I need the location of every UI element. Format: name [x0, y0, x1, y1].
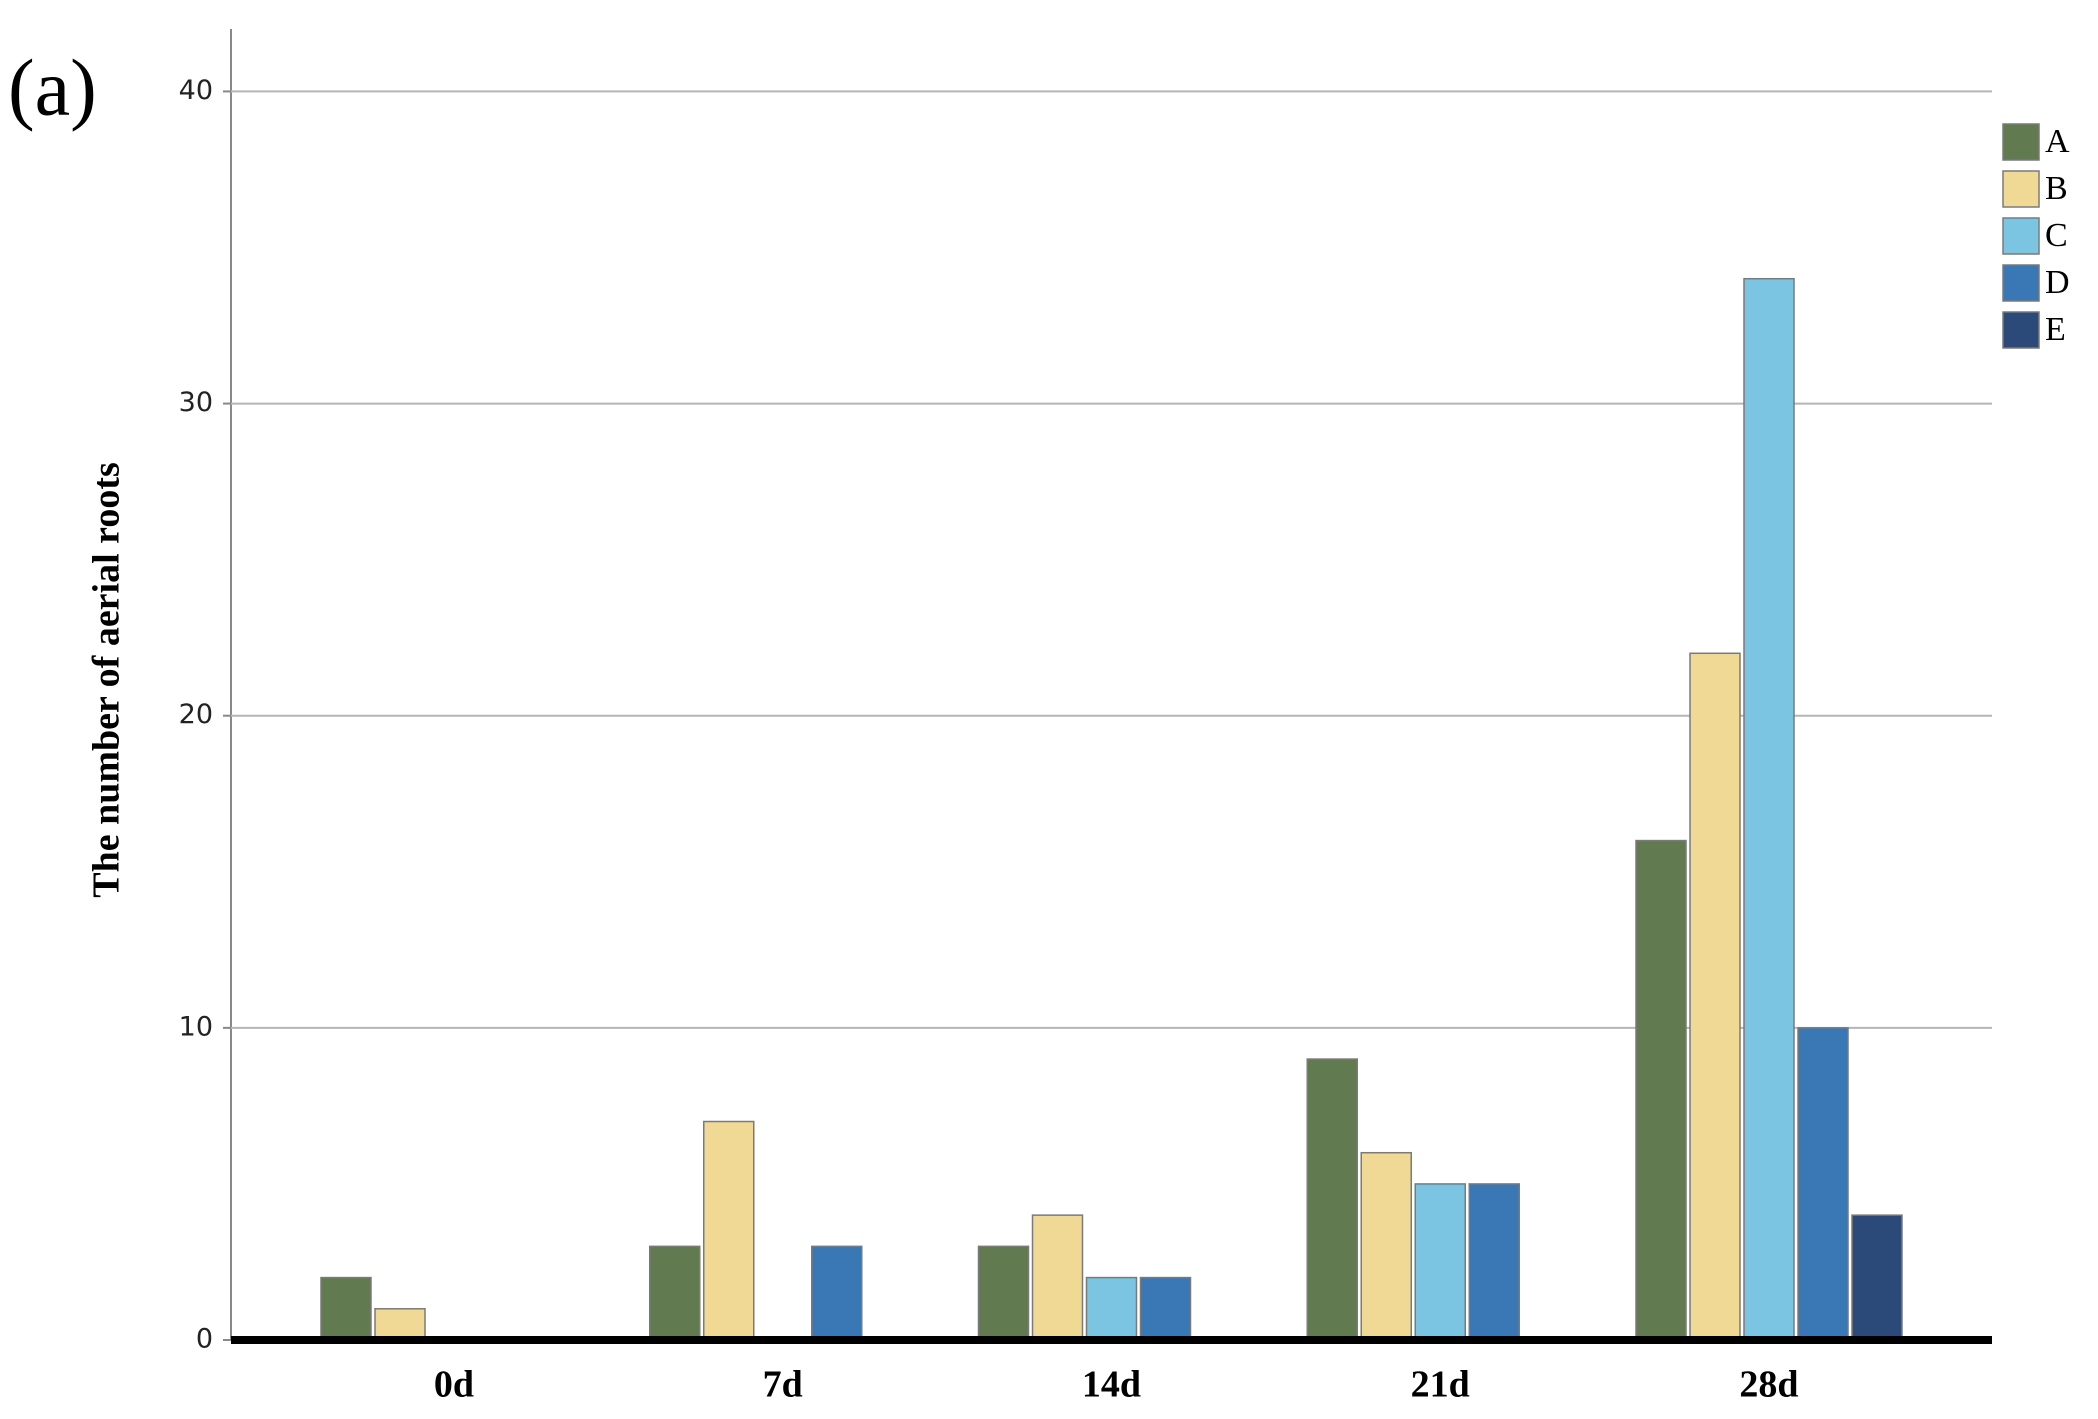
legend-swatch [2002, 217, 2040, 255]
bar [1360, 1151, 1412, 1341]
y-tick-label: 20 [179, 699, 213, 730]
y-tick-label: 30 [179, 387, 213, 418]
bar [977, 1245, 1030, 1341]
bar [1414, 1183, 1466, 1341]
x-tick-label: 14d [1082, 1364, 1141, 1406]
y-tick-label: 10 [179, 1011, 213, 1042]
x-tick-label: 21d [1411, 1364, 1470, 1406]
y-tick-label: 40 [179, 75, 213, 106]
legend-label: D [2045, 264, 2070, 301]
x-tick-label: 7d [763, 1364, 803, 1406]
x-tick-label: 28d [1739, 1364, 1798, 1406]
x-tick-label: 0d [434, 1364, 474, 1406]
legend-label: E [2045, 311, 2066, 348]
bar [811, 1245, 863, 1341]
bar [1085, 1276, 1138, 1341]
panel-label: (a) [8, 44, 97, 132]
legend-swatch [2002, 170, 2040, 208]
bar [1689, 652, 1741, 1341]
y-axis-label: The number of aerial roots [86, 462, 128, 898]
bar [703, 1120, 755, 1341]
bar [1743, 277, 1795, 1341]
bar [1306, 1058, 1358, 1341]
bar [1851, 1214, 1903, 1341]
y-tick-label: 0 [196, 1324, 213, 1355]
bar [649, 1245, 701, 1341]
bar [1635, 839, 1687, 1341]
legend-swatch [2002, 264, 2040, 302]
bar [374, 1308, 426, 1341]
legend-swatch [2002, 123, 2040, 161]
bar [1031, 1214, 1084, 1341]
legend-label: A [2045, 123, 2070, 160]
legend-label: B [2045, 170, 2068, 207]
bar [1797, 1027, 1849, 1341]
legend-label: C [2045, 217, 2068, 254]
bar [1139, 1276, 1192, 1341]
legend-swatch [2002, 311, 2040, 349]
bar [320, 1276, 372, 1341]
bar [1468, 1183, 1520, 1341]
